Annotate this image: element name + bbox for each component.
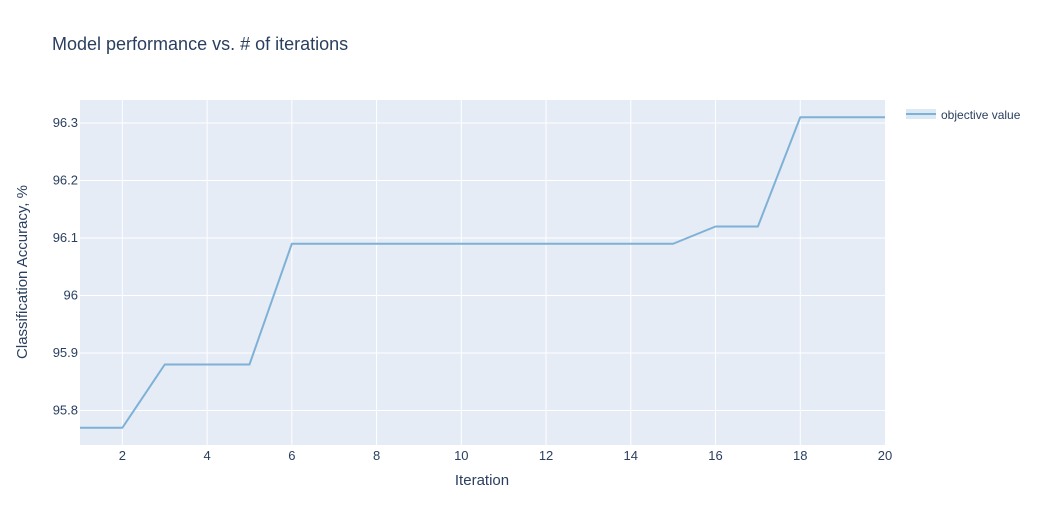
x-tick-label: 20 bbox=[878, 448, 892, 463]
x-tick-label: 2 bbox=[119, 448, 126, 463]
legend[interactable]: objective value bbox=[906, 108, 1021, 122]
x-tick-label: 8 bbox=[373, 448, 380, 463]
y-axis-title: Classification Accuracy, % bbox=[14, 185, 31, 359]
y-tick-label: 95.8 bbox=[53, 403, 78, 418]
x-tick-label: 6 bbox=[288, 448, 295, 463]
x-tick-label: 18 bbox=[793, 448, 807, 463]
legend-item-objective-value: objective value bbox=[941, 108, 1021, 122]
plot-area bbox=[80, 100, 885, 445]
chart-title: Model performance vs. # of iterations bbox=[52, 34, 348, 54]
x-tick-label: 4 bbox=[203, 448, 210, 463]
y-axis-ticks: 95.8 95.9 96 96.1 96.2 96.3 bbox=[53, 115, 78, 418]
y-tick-label: 96.1 bbox=[53, 230, 78, 245]
x-tick-label: 10 bbox=[454, 448, 468, 463]
x-tick-label: 16 bbox=[708, 448, 722, 463]
series-layer bbox=[80, 116, 885, 429]
y-tick-label: 96.2 bbox=[53, 173, 78, 188]
x-tick-label: 12 bbox=[539, 448, 553, 463]
y-tick-label: 96.3 bbox=[53, 115, 78, 130]
y-tick-label: 95.9 bbox=[53, 345, 78, 360]
y-tick-label: 96 bbox=[64, 288, 78, 303]
x-axis-ticks: 2 4 6 8 10 12 14 16 18 20 bbox=[119, 448, 892, 463]
grid-lines bbox=[80, 100, 885, 445]
x-axis-title: Iteration bbox=[455, 472, 509, 489]
x-tick-label: 14 bbox=[624, 448, 638, 463]
series-line-objective-value[interactable] bbox=[80, 116, 885, 429]
